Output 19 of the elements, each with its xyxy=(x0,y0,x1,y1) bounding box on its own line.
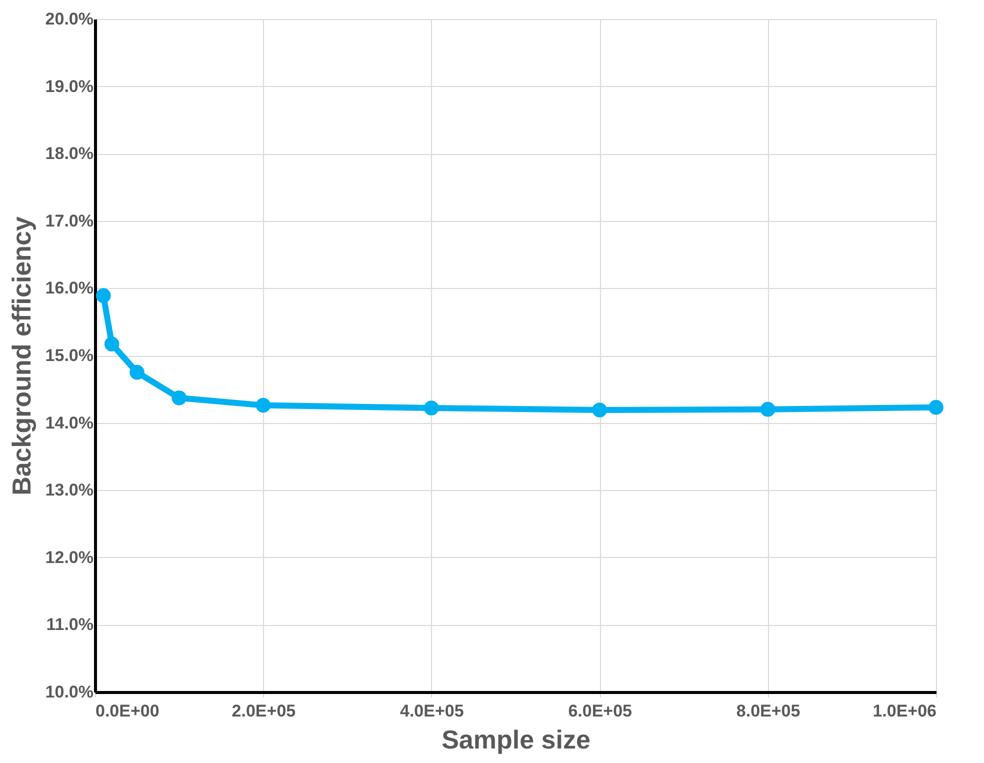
x-axis-title: Sample size xyxy=(442,724,590,754)
x-tick-label: 4.0E+05 xyxy=(400,702,464,720)
x-tick-label: 2.0E+05 xyxy=(232,702,296,720)
x-tick-label: 1.0E+06 xyxy=(872,702,936,720)
y-tick-label: 14.0% xyxy=(45,413,94,432)
y-tick-label: 19.0% xyxy=(45,76,94,96)
x-tick-label: 0.0E+00 xyxy=(96,702,160,720)
y-tick-label: 15.0% xyxy=(45,346,94,365)
y-tick-label: 11.0% xyxy=(46,615,94,634)
x-tick-label: 8.0E+05 xyxy=(736,702,800,720)
y-tick-label: 13.0% xyxy=(45,480,94,500)
y-tick-label: 12.0% xyxy=(45,548,94,567)
y-tick-label: 18.0% xyxy=(45,144,94,164)
y-tick-label: 20.0% xyxy=(45,10,94,28)
y-tick-label: 10.0% xyxy=(45,682,94,702)
y-tick-label: 17.0% xyxy=(45,211,94,230)
y-tick-label: 16.0% xyxy=(45,278,94,298)
x-tick-label: 6.0E+05 xyxy=(568,702,632,720)
y-axis-title: Background efficiency xyxy=(6,216,36,496)
